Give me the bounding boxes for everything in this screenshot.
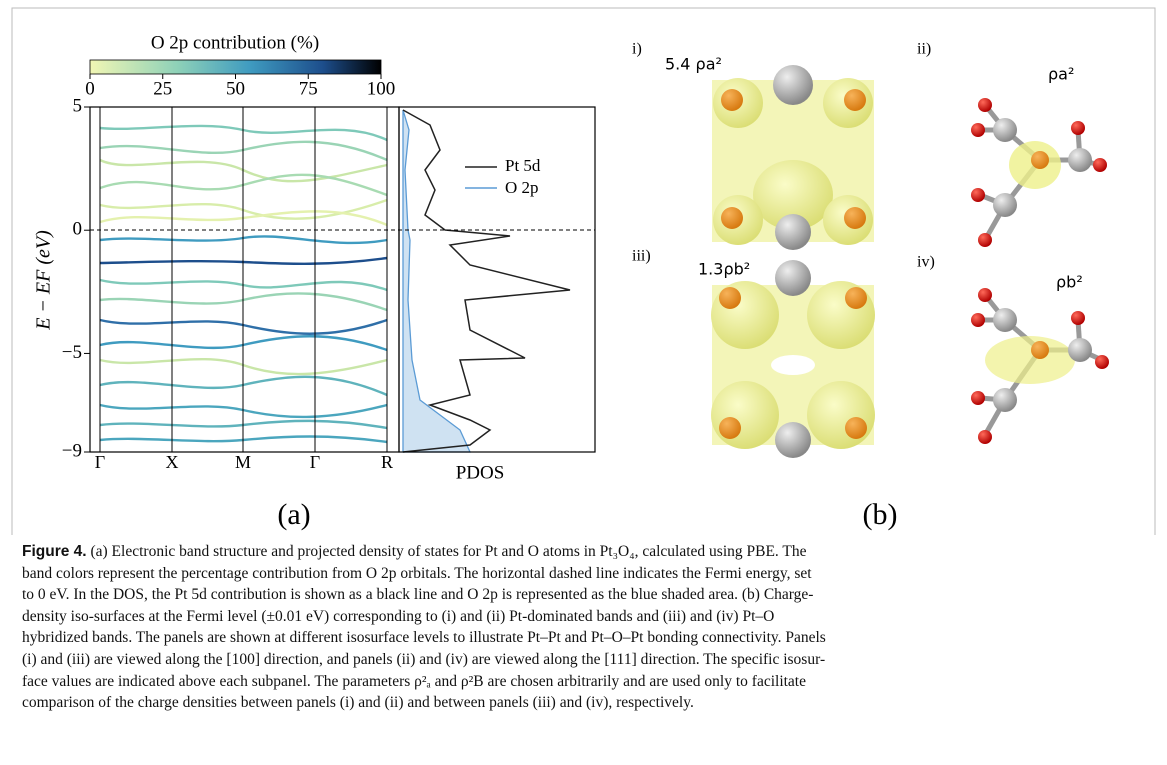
isosurface-iii bbox=[711, 260, 875, 458]
k-label: M bbox=[235, 452, 251, 472]
k-label: R bbox=[381, 452, 393, 472]
caption-text: face values are indicated above each sub… bbox=[22, 672, 806, 690]
colorbar bbox=[89, 59, 382, 75]
y-tick-label: −9 bbox=[62, 440, 82, 461]
bands-frame bbox=[89, 106, 400, 453]
caption-text: density iso-surfaces at the Fermi level … bbox=[22, 607, 775, 625]
caption-label: Figure 4. bbox=[22, 543, 87, 560]
y-tick-label: −5 bbox=[62, 342, 82, 363]
panel-label: (b) bbox=[863, 498, 898, 531]
colorbar-tick-label: 0 bbox=[85, 78, 95, 99]
iso-value: 1.3ρb² bbox=[698, 260, 750, 279]
caption-text: (a) Electronic band structure and projec… bbox=[90, 543, 807, 560]
o2p-area bbox=[402, 109, 472, 453]
y-tick-label: 5 bbox=[73, 95, 83, 116]
caption: Figure 4. (a) Electronic band structure … bbox=[22, 541, 1152, 714]
subpanel-label: iii) bbox=[632, 248, 651, 265]
colorbar-tick-label: 75 bbox=[299, 78, 318, 99]
k-label: Γ bbox=[310, 452, 320, 472]
pt5d-line bbox=[402, 109, 571, 453]
pdos-frame bbox=[398, 106, 596, 453]
iso-value: ρa² bbox=[1048, 65, 1074, 84]
structure-iv bbox=[971, 288, 1109, 444]
legend-label: O 2p bbox=[505, 178, 539, 197]
iso-value: ρb² bbox=[1056, 273, 1083, 292]
caption-line: density iso-surfaces at the Fermi level … bbox=[22, 606, 1152, 628]
figure: O 2p contribution (%) Pt 5d O 2p PDOS E … bbox=[11, 7, 1156, 535]
k-label: Γ bbox=[95, 452, 105, 472]
caption-line: comparison of the charge densities betwe… bbox=[22, 692, 1152, 714]
figure-border bbox=[11, 7, 1156, 535]
colorbar-tick-label: 100 bbox=[367, 78, 396, 99]
legend-label: Pt 5d bbox=[505, 156, 541, 175]
caption-text: to 0 eV. In the DOS, the Pt 5d contribut… bbox=[22, 586, 814, 604]
caption-line: face values are indicated above each sub… bbox=[22, 671, 1152, 693]
subpanel-label: iv) bbox=[917, 254, 935, 271]
colorbar-tick-label: 50 bbox=[226, 78, 245, 99]
caption-line: band colors represent the percentage con… bbox=[22, 563, 1152, 585]
k-label: X bbox=[166, 452, 179, 472]
colorbar-tick-label: 25 bbox=[153, 78, 172, 99]
panel-label: (a) bbox=[277, 498, 310, 531]
caption-line: to 0 eV. In the DOS, the Pt 5d contribut… bbox=[22, 584, 1152, 606]
y-axis-label: E − EF (eV) bbox=[33, 230, 55, 331]
caption-text: comparison of the charge densities betwe… bbox=[22, 694, 694, 712]
isosurface-i bbox=[712, 65, 874, 250]
pdos-label: PDOS bbox=[456, 462, 505, 483]
caption-line: (i) and (iii) are viewed along the [100]… bbox=[22, 649, 1152, 671]
iso-value: 5.4 ρa² bbox=[665, 55, 722, 74]
subpanel-label: i) bbox=[632, 41, 642, 58]
structure-ii bbox=[971, 98, 1107, 247]
caption-text: hybridized bands. The panels are shown a… bbox=[22, 629, 826, 647]
caption-text: band colors represent the percentage con… bbox=[22, 564, 812, 582]
colorbar-title: O 2p contribution (%) bbox=[151, 32, 319, 53]
subpanel-label: ii) bbox=[917, 41, 931, 58]
y-tick-label: 0 bbox=[73, 219, 83, 240]
caption-text: (i) and (iii) are viewed along the [100]… bbox=[22, 650, 826, 668]
caption-line: hybridized bands. The panels are shown a… bbox=[22, 627, 1152, 649]
caption-line: Figure 4. (a) Electronic band structure … bbox=[22, 541, 1152, 563]
